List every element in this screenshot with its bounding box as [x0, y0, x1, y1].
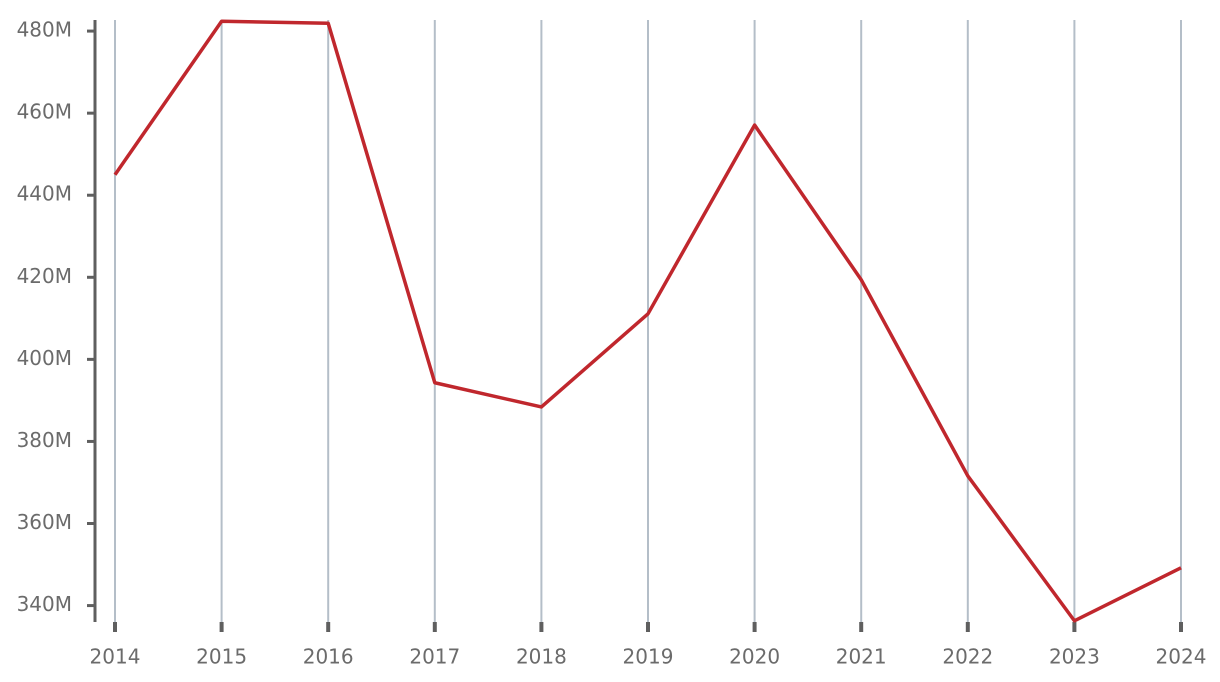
line: [113, 19, 1182, 623]
y-tick-label: 380M: [17, 428, 72, 452]
x-tick-label: 2020: [729, 645, 780, 669]
x-tick-label: 2017: [409, 645, 460, 669]
x-tick-label: 2022: [942, 645, 993, 669]
x-tick-label: 2024: [1156, 645, 1207, 669]
x-tick-label: 2015: [196, 645, 247, 669]
y-tick-label: 340M: [17, 592, 72, 616]
y-tick-label: 460M: [17, 100, 72, 124]
y-tick-label: 440M: [17, 182, 72, 206]
x-tick-label: 2019: [623, 645, 674, 669]
x-tick-label: 2023: [1049, 645, 1100, 669]
y-tick-label: 400M: [17, 346, 72, 370]
y-tick-label: 420M: [17, 264, 72, 288]
x-tick-label: 2014: [90, 645, 141, 669]
x-tick-label: 2021: [836, 645, 887, 669]
x-tick-label: 2016: [303, 645, 354, 669]
y-tick-label: 480M: [17, 18, 72, 42]
x-tick-label: 2018: [516, 645, 567, 669]
y-tick-label: 360M: [17, 510, 72, 534]
